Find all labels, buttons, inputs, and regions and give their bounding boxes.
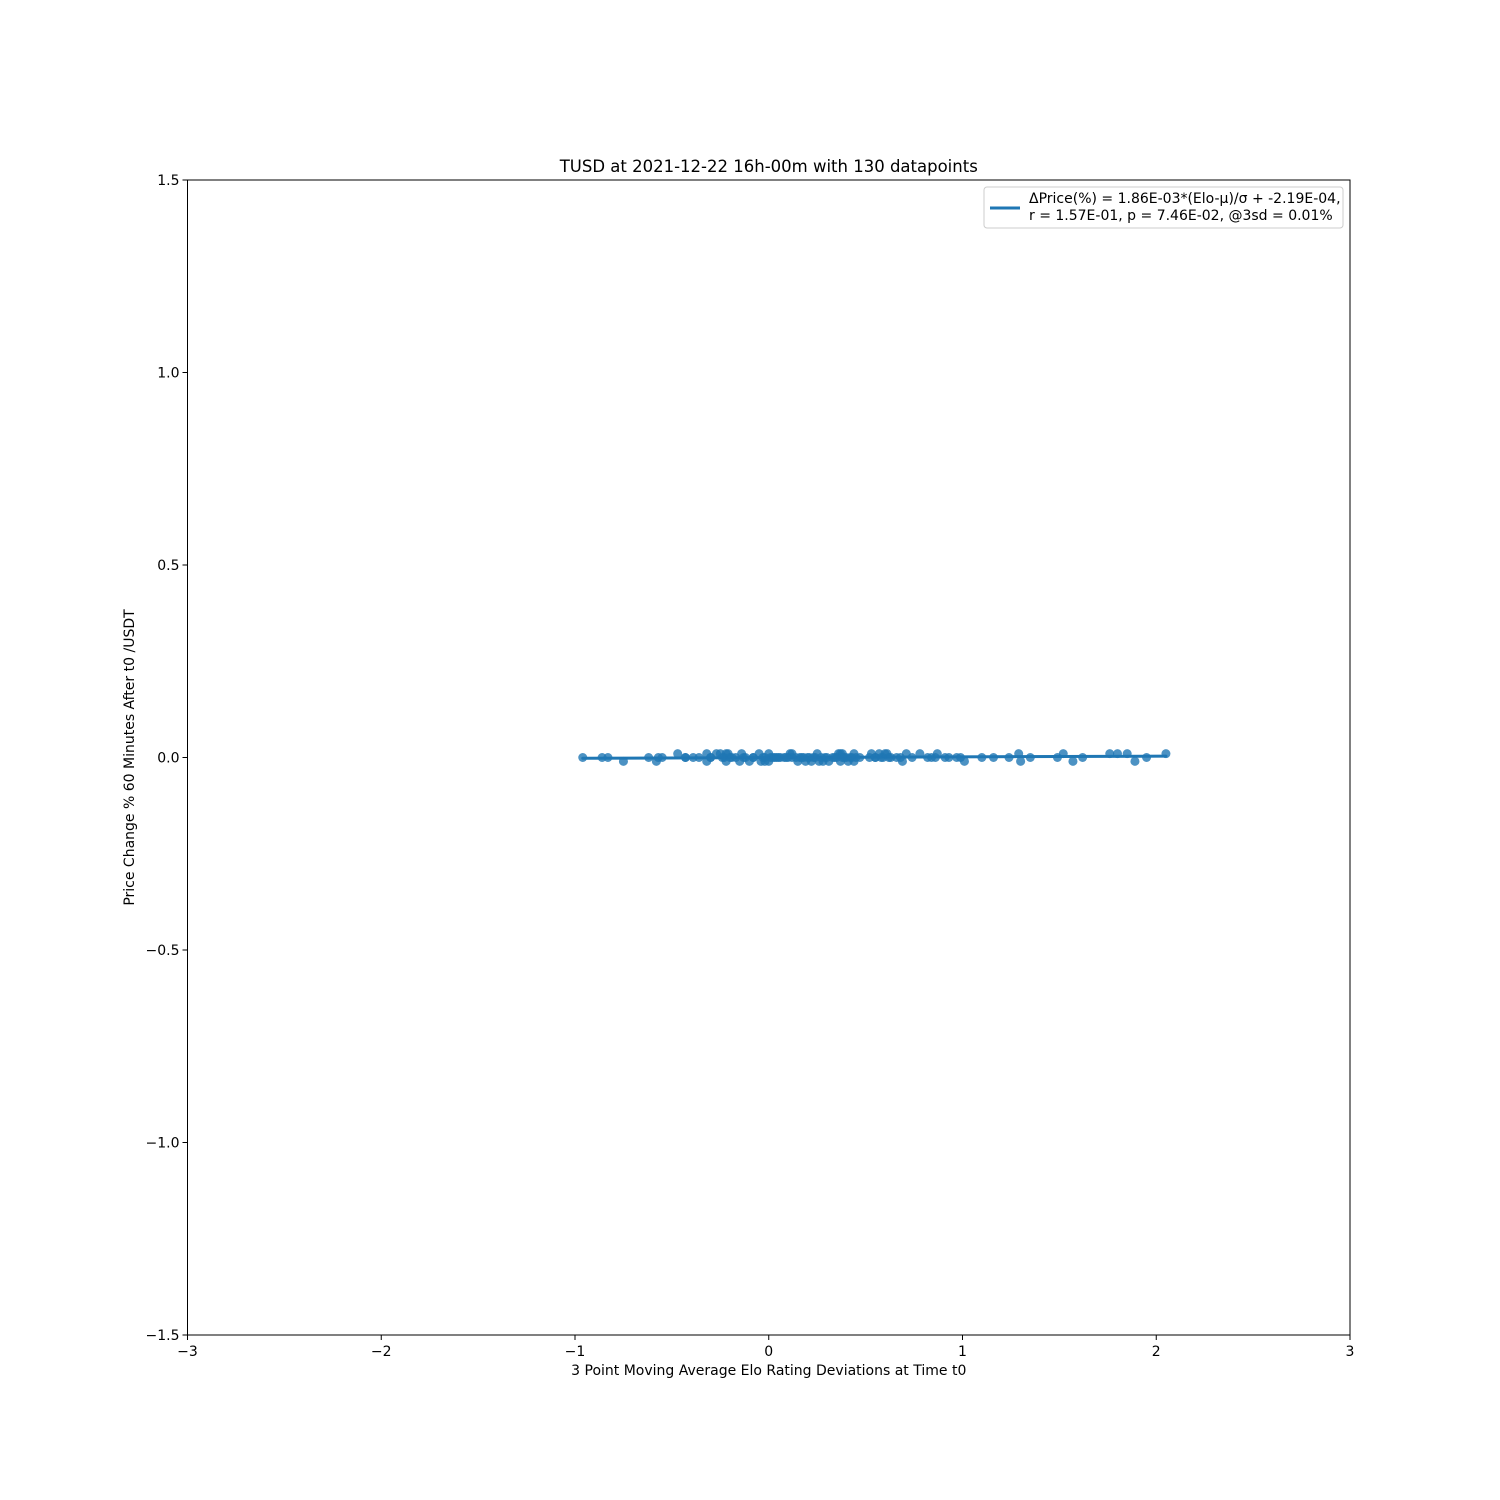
chart-title: TUSD at 2021-12-22 16h-00m with 130 data…: [559, 157, 978, 176]
x-axis-label: 3 Point Moving Average Elo Rating Deviat…: [571, 1363, 966, 1379]
data-point: [673, 749, 683, 759]
y-tick-label: 0.0: [157, 751, 179, 767]
y-tick-label: 1.0: [157, 366, 179, 382]
y-tick-label: −1.5: [146, 1328, 180, 1344]
data-point: [989, 753, 998, 762]
y-tick-label: 0.5: [157, 558, 179, 574]
data-point: [808, 753, 818, 762]
data-point: [1078, 753, 1088, 762]
x-tick-label: 3: [1346, 1344, 1355, 1360]
data-point: [694, 753, 704, 762]
data-point: [618, 756, 628, 766]
data-point: [837, 753, 847, 762]
legend-label-line1: ΔPrice(%) = 1.86E-03*(Elo-μ)/σ + -2.19E-…: [1029, 191, 1341, 207]
data-point: [1142, 753, 1152, 762]
data-point: [760, 753, 770, 762]
data-point: [772, 753, 781, 762]
x-tick-label: 1: [958, 1344, 967, 1360]
data-point: [1058, 749, 1068, 759]
data-point: [799, 753, 809, 762]
y-axis: −1.5 −1.0 −0.5 0.0 0.5 1.0 1.5: [146, 173, 188, 1344]
x-tick-label: 2: [1152, 1344, 1161, 1360]
data-point: [578, 753, 588, 762]
y-tick-label: 1.5: [157, 173, 179, 189]
x-axis: −3 −2 −1 0 1 2 3: [177, 1335, 1354, 1360]
x-tick-label: −2: [371, 1344, 392, 1360]
data-point: [820, 753, 830, 762]
y-tick-label: −1.0: [146, 1136, 180, 1152]
data-point: [1025, 753, 1035, 762]
data-point: [717, 753, 727, 762]
data-point: [1130, 756, 1140, 766]
data-point: [680, 753, 690, 762]
data-point: [1004, 753, 1014, 762]
data-point: [1161, 749, 1171, 759]
data-point: [932, 749, 942, 759]
data-point: [915, 749, 925, 759]
data-point: [977, 753, 987, 762]
data-point: [847, 753, 857, 762]
data-point: [727, 753, 737, 762]
legend: ΔPrice(%) = 1.86E-03*(Elo-μ)/σ + -2.19E-…: [983, 186, 1344, 229]
data-point: [1014, 749, 1024, 759]
data-point: [1068, 756, 1078, 766]
data-point: [657, 753, 667, 762]
y-tick-label: −0.5: [146, 943, 180, 959]
x-tick-label: 0: [764, 1344, 773, 1360]
data-point: [791, 753, 801, 762]
points-layer: [578, 749, 1171, 766]
x-tick-label: −1: [565, 1344, 586, 1360]
data-point: [870, 753, 880, 762]
data-point: [896, 753, 905, 762]
x-tick-label: −3: [177, 1344, 198, 1360]
data-point: [603, 753, 613, 762]
data-point: [907, 753, 917, 762]
data-point: [748, 753, 758, 762]
data-point: [1016, 756, 1026, 766]
data-point: [1113, 749, 1122, 759]
data-point: [781, 753, 791, 762]
data-point: [830, 753, 840, 762]
data-point: [886, 753, 896, 762]
data-point: [644, 753, 654, 762]
data-point: [1105, 749, 1115, 759]
data-point: [739, 753, 749, 762]
data-point: [855, 753, 865, 762]
data-point: [1122, 749, 1132, 759]
data-point: [959, 756, 969, 766]
legend-box: [983, 186, 1344, 229]
y-axis-label: Price Change % 60 Minutes After t0 /USDT: [122, 609, 138, 906]
legend-label-line2: r = 1.57E-01, p = 7.46E-02, @3sd = 0.01%: [1029, 208, 1333, 224]
data-point: [923, 753, 933, 762]
data-point: [706, 753, 716, 762]
data-point: [944, 753, 954, 762]
